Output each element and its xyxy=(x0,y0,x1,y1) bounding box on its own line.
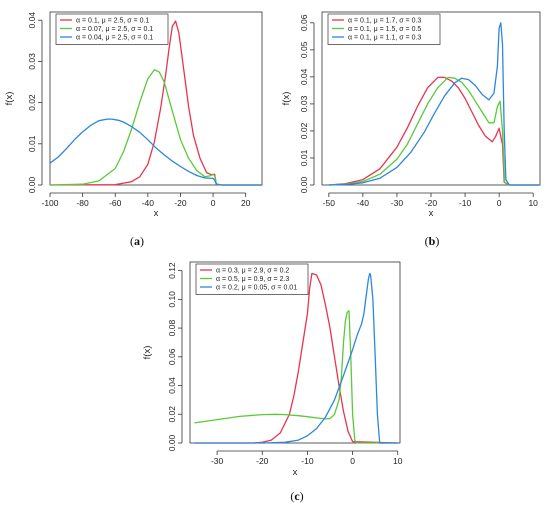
y-tick-label: 0.04 xyxy=(167,377,177,394)
plot-frame xyxy=(321,11,541,186)
y-tick-label: 0.01 xyxy=(27,135,37,152)
series-line-1 xyxy=(328,76,540,186)
legend-box xyxy=(55,13,169,45)
legend-entry: α = 0.5, μ = 0.9, σ = 2.3 xyxy=(216,276,289,283)
series-line-3 xyxy=(49,118,262,186)
panel-caption: (b) xyxy=(425,234,440,248)
panel-caption: (c) xyxy=(290,489,303,503)
series-line-1 xyxy=(49,20,262,186)
panel-a: -100 -80 -60 -40 -20 0 20 0.00 0.01 0.02 0.03 0.04 x… xyxy=(4,11,263,248)
legend-entry: α = 0.1, μ = 2.5, σ = 0.1 xyxy=(76,18,149,25)
y-tick-label: 0.02 xyxy=(167,406,177,423)
y-tick-label: 0.08 xyxy=(167,320,177,337)
series-line-3 xyxy=(194,272,398,444)
y-axis-label: f(x) xyxy=(281,92,292,106)
x-axis-label: x xyxy=(293,467,298,478)
x-tick-label: -40 xyxy=(142,198,155,208)
legend-entry: α = 0.1, μ = 1.5, σ = 0.5 xyxy=(348,26,421,33)
y-tick-label: 0.06 xyxy=(299,14,309,31)
x-tick-label: -40 xyxy=(357,198,370,208)
y-tick-label: 0.03 xyxy=(299,95,309,112)
y-axis-label: f(x) xyxy=(4,92,15,106)
legend-entry: α = 0.1, μ = 1.1, σ = 0.3 xyxy=(348,35,421,42)
x-tick-label: -30 xyxy=(211,456,224,466)
y-tick-label: 0.00 xyxy=(27,176,37,193)
x-tick-label: 0 xyxy=(350,456,355,466)
x-tick-label: -100 xyxy=(41,198,58,208)
legend-entry: α = 0.3, μ = 2.9, σ = 0.2 xyxy=(216,268,289,275)
panel-caption: (a) xyxy=(130,234,144,248)
x-tick-label: -10 xyxy=(459,198,472,208)
y-tick-label: 0.06 xyxy=(167,348,177,365)
legend-box xyxy=(327,13,441,45)
x-tick-label: -30 xyxy=(391,198,404,208)
y-tick-label: 0.04 xyxy=(299,68,309,85)
y-tick-label: 0.05 xyxy=(299,41,309,58)
legend-entry: α = 0.1, μ = 1.7, σ = 0.3 xyxy=(348,18,421,25)
legend-box xyxy=(195,263,309,295)
x-tick-label: 0 xyxy=(497,198,502,208)
x-axis-label: x xyxy=(429,208,434,219)
panel-b: -50 -40 -30 -20 -10 0 10 0.00 0.01 0.02 0.03 0.04 0.… xyxy=(281,11,541,248)
y-axis-label: f(x) xyxy=(142,346,153,360)
y-tick-label: 0.04 xyxy=(27,12,37,29)
legend-entry: α = 0.07, μ = 2.5, σ = 0.1 xyxy=(76,26,153,33)
x-tick-label: -20 xyxy=(256,456,269,466)
x-tick-label: 10 xyxy=(528,198,538,208)
x-tick-label: -50 xyxy=(323,198,336,208)
x-tick-label: -10 xyxy=(301,456,314,466)
series-line-3 xyxy=(328,22,540,186)
x-tick-label: -20 xyxy=(174,198,187,208)
panel-c: -30 -20 -10 0 10 0.00 0.02 0.04 0.06 0.08 0.10 0.12… xyxy=(142,261,403,503)
x-tick-label: -60 xyxy=(109,198,122,208)
legend-entry: α = 0.2, μ = 0.05, σ = 0.01 xyxy=(216,285,297,292)
y-tick-label: 0.01 xyxy=(299,149,309,166)
series-line-1 xyxy=(194,272,398,444)
y-tick-label: 0.12 xyxy=(167,262,177,279)
x-tick-label: 0 xyxy=(211,198,216,208)
series-line-2 xyxy=(49,69,262,186)
series-line-2 xyxy=(328,76,540,186)
x-tick-label: -20 xyxy=(425,198,438,208)
x-axis-label: x xyxy=(154,208,159,219)
y-tick-label: 0.00 xyxy=(167,434,177,451)
legend-entry: α = 0.04, μ = 2.5, σ = 0.1 xyxy=(76,35,153,42)
x-tick-label: 20 xyxy=(241,198,251,208)
plot-frame xyxy=(189,261,401,444)
y-tick-label: 0.00 xyxy=(299,176,309,193)
x-tick-label: -80 xyxy=(76,198,89,208)
series-line-2 xyxy=(194,310,398,444)
y-tick-label: 0.02 xyxy=(299,122,309,139)
y-tick-label: 0.03 xyxy=(27,53,37,70)
x-tick-label: 10 xyxy=(393,456,403,466)
plot-frame xyxy=(49,11,263,186)
y-tick-label: 0.10 xyxy=(167,291,177,308)
y-tick-label: 0.02 xyxy=(27,94,37,111)
